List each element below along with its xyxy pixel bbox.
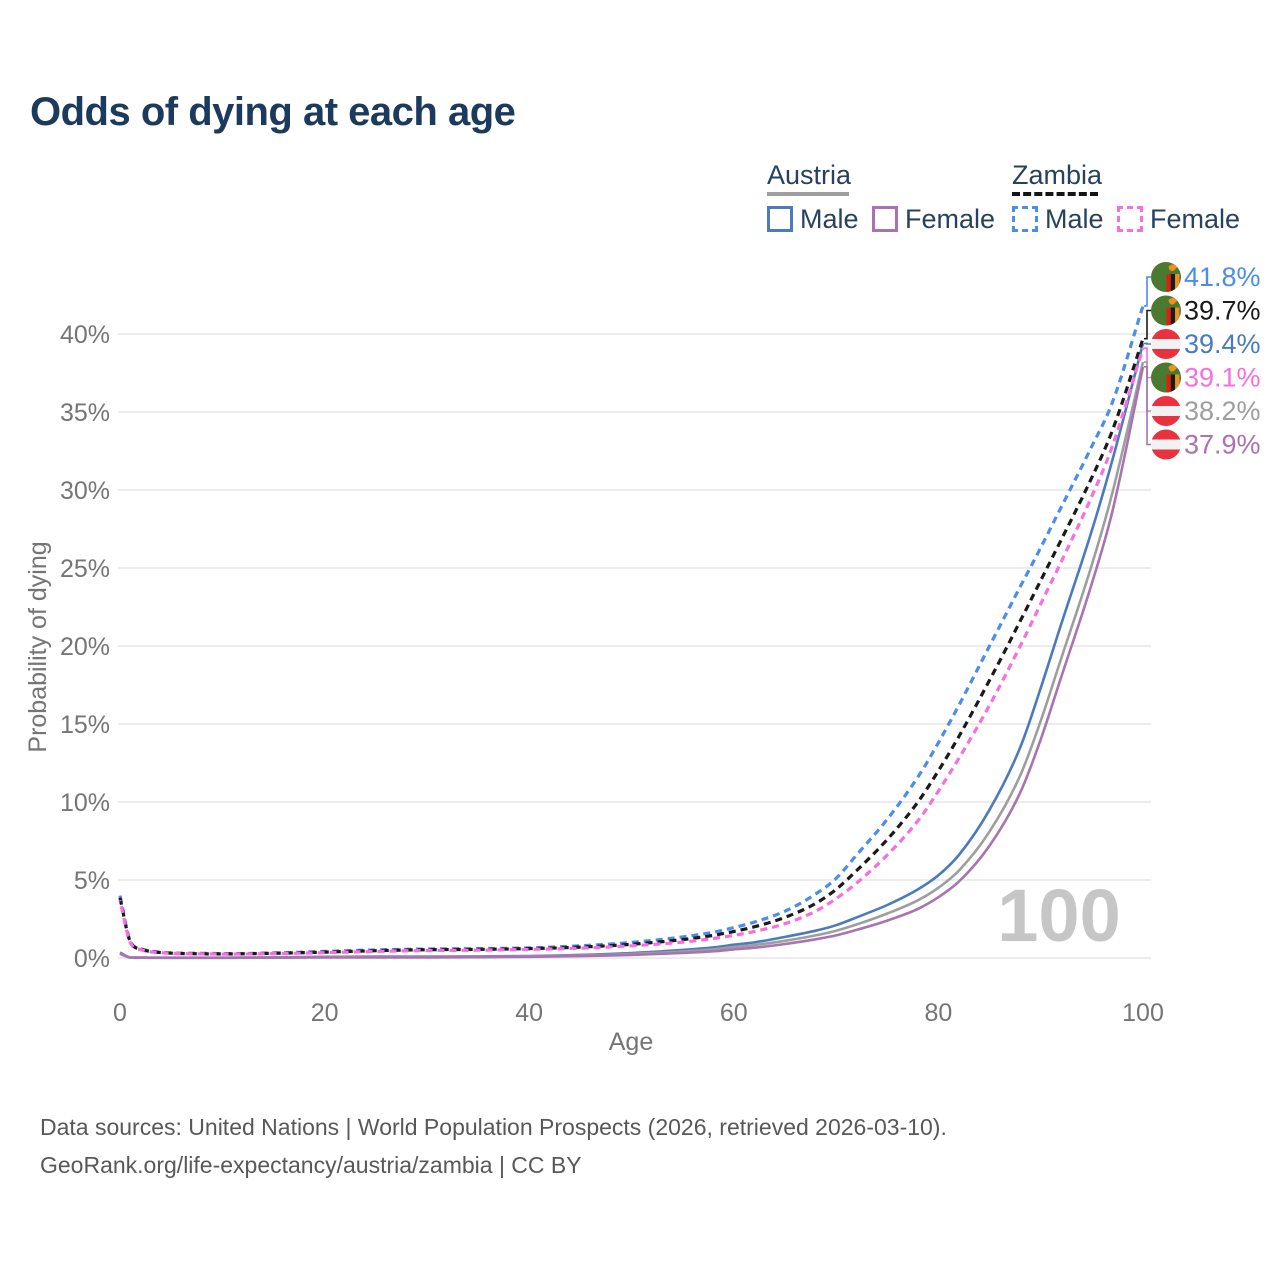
y-tick-label: 20% bbox=[60, 633, 110, 661]
flag-stripe bbox=[1151, 396, 1181, 406]
legend-country-label-austria: Austria bbox=[767, 160, 852, 190]
plot-area[interactable] bbox=[118, 268, 1151, 965]
legend-item-label: Female bbox=[905, 203, 996, 234]
flag-stripe bbox=[1151, 416, 1181, 426]
zambia-female-swatch-icon bbox=[1117, 206, 1143, 232]
leader-line-zambia-all bbox=[1144, 309, 1151, 340]
y-axis-title: Probability of dying bbox=[24, 541, 52, 752]
x-axis-tick-labels: 0 20 40 60 80 100 bbox=[113, 999, 1164, 1027]
legend-item-label: Female bbox=[1150, 203, 1241, 234]
flag-stripe bbox=[1175, 307, 1180, 326]
attribution-line: GeoRank.org/life-expectancy/austria/zamb… bbox=[40, 1152, 582, 1178]
legend-item-austria-male[interactable]: Male bbox=[767, 203, 859, 234]
austria-flag-icon bbox=[1151, 396, 1181, 426]
end-labels: 41.8% 39.7%39.4% 39.1%38.2% 37.9% bbox=[1144, 262, 1261, 460]
flag-stripe bbox=[1151, 449, 1181, 460]
legend-item-zambia-female[interactable]: Female bbox=[1117, 203, 1241, 234]
flag-stripe bbox=[1170, 374, 1176, 393]
y-tick-label: 25% bbox=[60, 555, 110, 583]
flag-eagle bbox=[1168, 364, 1179, 372]
x-tick-label: 100 bbox=[1122, 999, 1164, 1027]
x-tick-label: 80 bbox=[924, 999, 952, 1027]
austria-female-swatch-icon bbox=[872, 206, 898, 232]
zambia-flag-icon bbox=[1151, 262, 1181, 292]
flag-stripe bbox=[1151, 339, 1181, 349]
flag-stripe bbox=[1151, 429, 1181, 440]
flag-eagle bbox=[1168, 264, 1179, 272]
legend-group-austria[interactable]: Austria bbox=[767, 160, 851, 196]
data-sources-line: Data sources: United Nations | World Pop… bbox=[40, 1114, 947, 1140]
legend-zambia-line-swatch bbox=[1012, 192, 1098, 196]
flag-stripe bbox=[1166, 374, 1171, 393]
hover-age-watermark: 100 bbox=[997, 874, 1120, 957]
end-value-label-austria-male: 39.4% bbox=[1184, 329, 1261, 359]
zambia-flag-icon bbox=[1151, 362, 1181, 393]
legend-item-austria-female[interactable]: Female bbox=[872, 203, 996, 234]
flag-stripe bbox=[1151, 329, 1181, 339]
end-value-label-austria-female: 37.9% bbox=[1184, 430, 1261, 460]
flag-stripe bbox=[1175, 374, 1180, 393]
x-axis-title: Age bbox=[609, 1028, 653, 1056]
legend-item-label: Male bbox=[800, 203, 859, 234]
x-tick-label: 60 bbox=[720, 999, 748, 1027]
flag-stripe bbox=[1151, 349, 1181, 359]
legend-group-zambia[interactable]: Zambia bbox=[1012, 160, 1102, 196]
flag-stripe bbox=[1166, 274, 1171, 292]
y-tick-label: 10% bbox=[60, 789, 110, 817]
flag-stripe bbox=[1170, 274, 1176, 292]
y-tick-label: 15% bbox=[60, 711, 110, 739]
leader-line-austria-female bbox=[1144, 366, 1151, 446]
y-tick-label: 35% bbox=[60, 399, 110, 427]
page-title: Odds of dying at each age bbox=[30, 90, 516, 134]
series-line-zambia-female bbox=[118, 347, 1145, 956]
series-line-austria-female bbox=[119, 366, 1145, 960]
y-tick-label: 5% bbox=[74, 867, 110, 895]
x-tick-label: 0 bbox=[113, 999, 127, 1027]
end-value-label-austria-all: 38.2% bbox=[1184, 396, 1261, 426]
leader-line-zambia-male bbox=[1144, 276, 1151, 307]
austria-flag-icon bbox=[1151, 329, 1181, 359]
zambia-flag-icon bbox=[1151, 295, 1181, 326]
y-tick-label: 30% bbox=[60, 477, 110, 505]
y-axis-tick-labels: 0% 5% 10% 15% 20% 25% 30% 35% 40% bbox=[60, 321, 110, 973]
end-value-label-zambia-male: 41.8% bbox=[1184, 262, 1261, 292]
y-tick-label: 0% bbox=[74, 945, 110, 973]
legend-item-label: Male bbox=[1045, 203, 1104, 234]
flag-stripe bbox=[1151, 439, 1181, 450]
leader-line-austria-male bbox=[1144, 342, 1151, 345]
austria-flag-icon bbox=[1151, 429, 1181, 460]
legend-country-label-zambia: Zambia bbox=[1012, 160, 1103, 190]
end-value-label-zambia-female: 39.1% bbox=[1184, 363, 1261, 393]
flag-eagle bbox=[1168, 297, 1179, 305]
y-tick-label: 40% bbox=[60, 321, 110, 349]
austria-male-swatch-icon bbox=[767, 206, 793, 232]
legend-item-zambia-male[interactable]: Male bbox=[1012, 203, 1104, 234]
x-tick-label: 40 bbox=[515, 999, 543, 1027]
end-value-label-zambia-all: 39.7% bbox=[1184, 296, 1261, 326]
legend-austria-line-swatch bbox=[767, 192, 849, 196]
series-lines bbox=[118, 305, 1145, 960]
flag-stripe bbox=[1170, 307, 1176, 326]
flag-stripe bbox=[1175, 274, 1180, 292]
x-tick-label: 20 bbox=[311, 999, 339, 1027]
zambia-male-swatch-icon bbox=[1012, 206, 1038, 232]
flag-stripe bbox=[1151, 406, 1181, 416]
series-line-zambia-all bbox=[118, 338, 1145, 956]
flag-stripe bbox=[1166, 307, 1171, 326]
